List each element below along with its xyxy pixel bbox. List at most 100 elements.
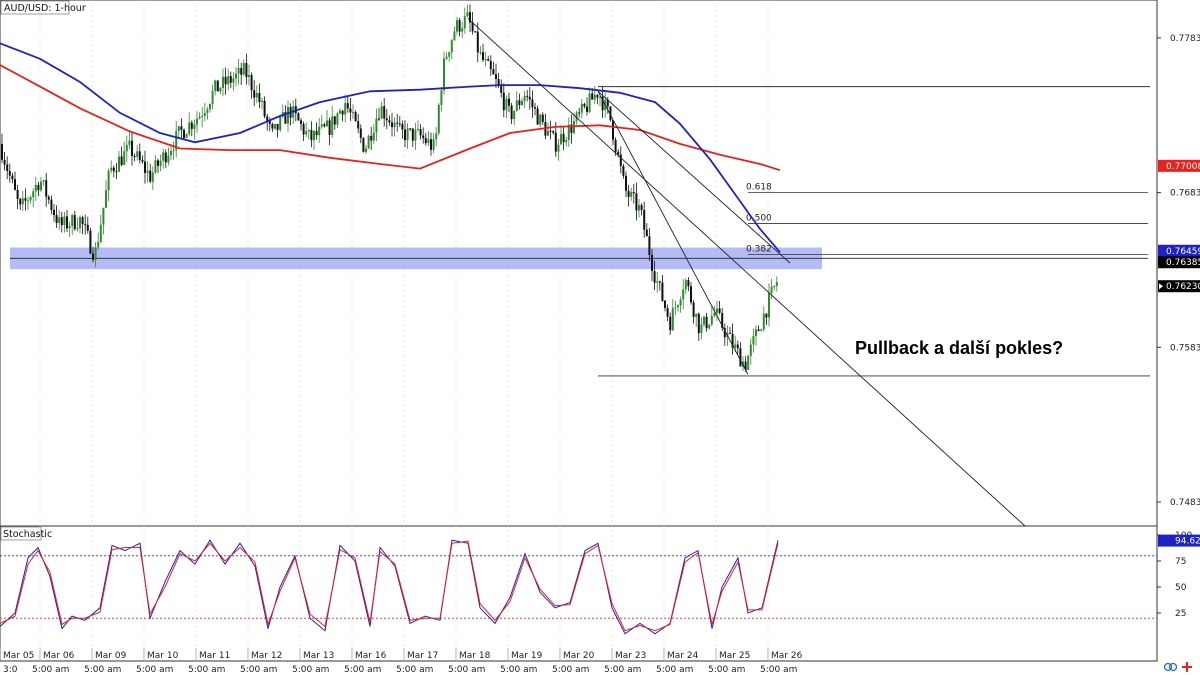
time-label: 5:00 am xyxy=(552,665,589,675)
candle-body xyxy=(661,282,664,301)
candle-body xyxy=(6,164,9,171)
price-tick-label: 0.75835 xyxy=(1170,343,1200,353)
candle-body xyxy=(632,192,635,194)
candle-body xyxy=(253,90,256,98)
candle-body xyxy=(497,78,500,86)
time-label: 5:00 am xyxy=(32,665,69,675)
link-icon[interactable] xyxy=(1163,662,1178,672)
candle-body xyxy=(37,184,40,191)
candle-body xyxy=(300,120,302,124)
candle-body xyxy=(203,113,206,116)
price-badge-label: 0.76230 xyxy=(1166,282,1200,292)
candle-body xyxy=(149,170,152,182)
time-label: 5:00 am xyxy=(188,665,225,675)
candle-body xyxy=(435,133,438,140)
time-label: 5:00 am xyxy=(604,665,641,675)
candle-body xyxy=(53,209,55,216)
date-label: Mar 24 xyxy=(667,651,699,661)
candle-body xyxy=(765,313,768,318)
stochastic-tick-label: 75 xyxy=(1175,557,1186,567)
candle-body xyxy=(393,122,396,128)
candle-body xyxy=(588,93,591,112)
candle-body xyxy=(378,118,380,120)
candle-body xyxy=(682,289,685,300)
candle-body xyxy=(206,109,209,114)
candle-body xyxy=(645,229,648,237)
candle-body xyxy=(398,123,401,125)
candle-body xyxy=(651,254,653,272)
candle-body xyxy=(55,215,58,223)
candle-body xyxy=(261,100,263,102)
candle-body xyxy=(164,152,167,163)
candle-body xyxy=(255,92,258,98)
candle-body xyxy=(495,74,497,79)
candle-body xyxy=(521,100,523,106)
candle-body xyxy=(73,215,76,230)
candle-body xyxy=(409,128,412,130)
candle-body xyxy=(248,74,250,77)
candle-body xyxy=(21,198,24,205)
candle-body xyxy=(271,123,274,129)
candle-body xyxy=(474,31,477,33)
candle-body xyxy=(333,116,336,125)
candle-body xyxy=(193,124,196,129)
price-axis: 0.77835 0.76835 0.75835 0.74835 0.77008 0.764… xyxy=(1157,34,1200,619)
candle-body xyxy=(526,95,529,97)
candle-body xyxy=(274,123,276,129)
candle-body xyxy=(752,335,755,345)
candle-body xyxy=(344,103,347,115)
candle-body xyxy=(375,118,378,133)
stochastic-line xyxy=(0,539,779,635)
candle-body xyxy=(445,56,448,59)
candle-body xyxy=(120,156,123,165)
candle-body xyxy=(708,324,711,329)
candle-body xyxy=(115,171,118,173)
candle-body xyxy=(422,135,425,139)
candle-body xyxy=(773,286,776,288)
moving-average-line xyxy=(0,64,781,172)
time-label: 5:00 am xyxy=(708,665,745,675)
candle-body xyxy=(627,190,630,197)
candle-body xyxy=(716,308,718,313)
candle-body xyxy=(583,103,586,107)
date-label: Mar 05 xyxy=(3,651,34,661)
candle-body xyxy=(196,118,198,125)
candle-body xyxy=(146,170,149,173)
candle-body xyxy=(406,128,409,141)
plus-icon[interactable] xyxy=(1182,662,1192,672)
candle-body xyxy=(331,116,334,135)
date-label: Mar 13 xyxy=(303,651,334,661)
candle-body xyxy=(326,120,328,127)
candle-body xyxy=(144,161,146,173)
candle-body xyxy=(469,12,471,23)
candle-body xyxy=(201,115,204,117)
candle-body xyxy=(619,154,622,166)
candle-body xyxy=(268,120,271,124)
trendline xyxy=(597,90,791,264)
price-badge xyxy=(1158,159,1200,172)
candle-body xyxy=(349,108,352,113)
candle-body xyxy=(575,112,578,121)
candle-body xyxy=(383,106,386,119)
candle-body xyxy=(739,348,742,367)
date-label: Mar 11 xyxy=(199,651,230,661)
candle-body xyxy=(354,112,357,122)
candle-body xyxy=(240,67,243,75)
candle-body xyxy=(674,307,677,309)
candle-body xyxy=(27,200,29,202)
price-badge-label: 0.76459 xyxy=(1166,247,1200,257)
candle-body xyxy=(102,207,105,225)
candle-body xyxy=(302,123,305,135)
candle-body xyxy=(229,75,232,83)
candle-body xyxy=(92,253,94,260)
candle-body xyxy=(359,128,362,138)
candle-body xyxy=(32,191,35,198)
candle-body xyxy=(625,175,627,191)
candle-body xyxy=(133,155,136,157)
candle-body xyxy=(365,148,367,152)
candle-body xyxy=(411,128,414,141)
candle-body xyxy=(721,312,724,328)
candle-body xyxy=(419,129,422,136)
candle-body xyxy=(718,308,721,313)
